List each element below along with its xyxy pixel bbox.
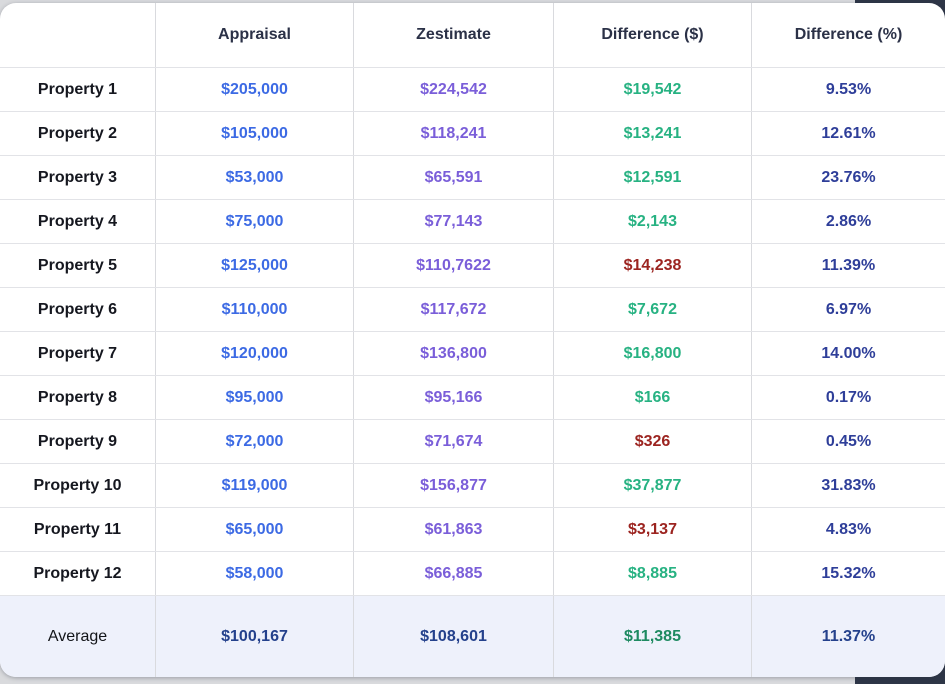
average-appraisal-value: $100,167 — [155, 596, 353, 677]
table-row: Property 11 $65,000 $61,863 $3,137 4.83% — [0, 508, 945, 552]
zestimate-value: $66,885 — [353, 552, 553, 595]
row-label: Property 12 — [33, 564, 122, 582]
average-row: Average $100,167 $108,601 $11,385 11.37% — [0, 596, 945, 677]
difference-usd-value: $166 — [553, 376, 751, 419]
table-row: Property 2 $105,000 $118,241 $13,241 12.61% — [0, 112, 945, 156]
difference-usd-value: $3,137 — [553, 508, 751, 551]
difference-usd-value: $326 — [553, 420, 751, 463]
header-row: Appraisal Zestimate Difference ($) Differen… — [0, 3, 945, 68]
difference-usd-value: $14,238 — [553, 244, 751, 287]
average-difference-pct-value: 11.37% — [751, 596, 945, 677]
table-row: Property 9 $72,000 $71,674 $326 0.45% — [0, 420, 945, 464]
row-label: Property 4 — [37, 212, 118, 230]
table-row: Property 7 $120,000 $136,800 $16,800 14.00% — [0, 332, 945, 376]
difference-usd-value: $7,672 — [553, 288, 751, 331]
table-row: Property 3 $53,000 $65,591 $12,591 23.76% — [0, 156, 945, 200]
table-row: Property 5 $125,000 $110,7622 $14,238 11.39% — [0, 244, 945, 288]
appraisal-value: $119,000 — [155, 464, 353, 507]
difference-usd-value: $13,241 — [553, 112, 751, 155]
appraisal-value: $72,000 — [155, 420, 353, 463]
average-difference-usd-value: $11,385 — [553, 596, 751, 677]
row-label: Property 10 — [33, 476, 122, 494]
column-header-difference-%: Difference (%) — [751, 3, 945, 67]
appraisal-value: $58,000 — [155, 552, 353, 595]
appraisal-value: $110,000 — [155, 288, 353, 331]
difference-pct-value: 31.83% — [751, 464, 945, 507]
average-row-label: Average — [47, 628, 108, 645]
difference-pct-value: 4.83% — [751, 508, 945, 551]
column-header-difference-$: Difference ($) — [553, 3, 751, 67]
row-label: Property 9 — [37, 432, 118, 450]
table-row: Property 6 $110,000 $117,672 $7,672 6.97% — [0, 288, 945, 332]
average-zestimate-value: $108,601 — [353, 596, 553, 677]
zestimate-value: $95,166 — [353, 376, 553, 419]
zestimate-value: $77,143 — [353, 200, 553, 243]
difference-pct-value: 6.97% — [751, 288, 945, 331]
zestimate-value: $117,672 — [353, 288, 553, 331]
difference-usd-value: $37,877 — [553, 464, 751, 507]
appraisal-value: $95,000 — [155, 376, 353, 419]
zestimate-value: $224,542 — [353, 68, 553, 111]
row-label: Property 6 — [37, 300, 118, 318]
appraisal-value: $75,000 — [155, 200, 353, 243]
row-label: Property 7 — [37, 344, 118, 362]
table-row: Property 8 $95,000 $95,166 $166 0.17% — [0, 376, 945, 420]
difference-pct-value: 9.53% — [751, 68, 945, 111]
difference-pct-value: 12.61% — [751, 112, 945, 155]
table-body: Property 1 $205,000 $224,542 $19,542 9.53% Pr… — [0, 68, 945, 596]
zestimate-value: $118,241 — [353, 112, 553, 155]
difference-usd-value: $2,143 — [553, 200, 751, 243]
column-header-zestimate: Zestimate — [353, 3, 553, 67]
zestimate-value: $110,7622 — [353, 244, 553, 287]
zestimate-value: $65,591 — [353, 156, 553, 199]
table-row: Property 12 $58,000 $66,885 $8,885 15.32% — [0, 552, 945, 596]
zestimate-value: $61,863 — [353, 508, 553, 551]
column-header-appraisal: Appraisal — [155, 3, 353, 67]
row-label: Property 5 — [37, 256, 118, 274]
row-label: Property 1 — [37, 80, 118, 98]
table-row: Property 1 $205,000 $224,542 $19,542 9.53% — [0, 68, 945, 112]
appraisal-value: $120,000 — [155, 332, 353, 375]
difference-usd-value: $12,591 — [553, 156, 751, 199]
difference-pct-value: 14.00% — [751, 332, 945, 375]
difference-pct-value: 23.76% — [751, 156, 945, 199]
appraisal-value: $125,000 — [155, 244, 353, 287]
difference-usd-value: $19,542 — [553, 68, 751, 111]
row-label: Property 11 — [33, 520, 122, 538]
zestimate-value: $71,674 — [353, 420, 553, 463]
difference-pct-value: 15.32% — [751, 552, 945, 595]
difference-pct-value: 0.17% — [751, 376, 945, 419]
table-row: Property 10 $119,000 $156,877 $37,877 31.83% — [0, 464, 945, 508]
appraisal-value: $53,000 — [155, 156, 353, 199]
appraisal-value: $65,000 — [155, 508, 353, 551]
difference-pct-value: 0.45% — [751, 420, 945, 463]
zestimate-value: $156,877 — [353, 464, 553, 507]
difference-pct-value: 11.39% — [751, 244, 945, 287]
difference-pct-value: 2.86% — [751, 200, 945, 243]
zestimate-value: $136,800 — [353, 332, 553, 375]
row-label: Property 3 — [37, 168, 118, 186]
difference-usd-value: $8,885 — [553, 552, 751, 595]
table-row: Property 4 $75,000 $77,143 $2,143 2.86% — [0, 200, 945, 244]
appraisal-value: $205,000 — [155, 68, 353, 111]
difference-usd-value: $16,800 — [553, 332, 751, 375]
appraisal-value: $105,000 — [155, 112, 353, 155]
row-label: Property 2 — [37, 124, 118, 142]
row-label: Property 8 — [37, 388, 118, 406]
comparison-table-card: Appraisal Zestimate Difference ($) Differen… — [0, 3, 945, 677]
column-header-blank — [0, 3, 155, 67]
